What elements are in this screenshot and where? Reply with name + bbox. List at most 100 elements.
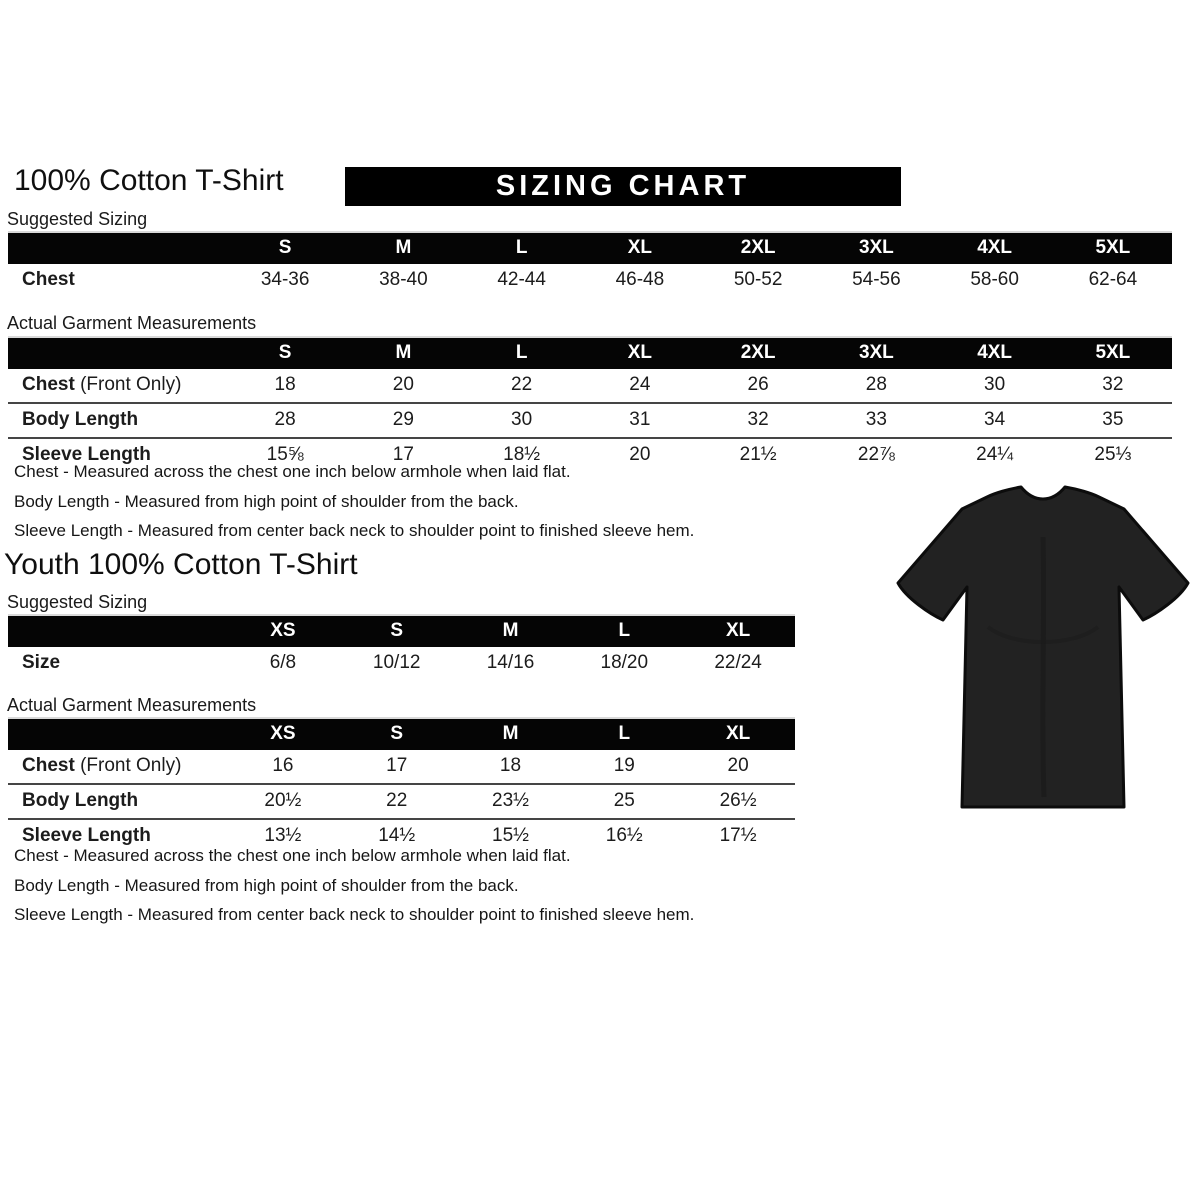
header-cell-size: 2XL bbox=[699, 338, 818, 369]
header-cell-size: 2XL bbox=[699, 233, 818, 264]
note-body-length: Body Length - Measured from high point o… bbox=[14, 491, 519, 511]
row-label-size: Size bbox=[8, 647, 226, 680]
note-sleeve-length: Sleeve Length - Measured from center bac… bbox=[14, 521, 695, 540]
table-cell: 28 bbox=[274, 409, 296, 430]
youth-suggested-sizing-label: Suggested Sizing bbox=[7, 592, 148, 612]
table-cell: 20½ bbox=[264, 790, 302, 811]
header-cell-blank bbox=[8, 338, 226, 369]
note-body-length: Body Length - Measured from high point o… bbox=[14, 875, 519, 895]
tshirt-graphic bbox=[896, 485, 1190, 809]
header-cell-size: 5XL bbox=[1053, 233, 1172, 264]
youth-measurement-notes: Chest - Measured across the chest one in… bbox=[14, 842, 694, 931]
header-cell-size: S bbox=[226, 338, 345, 369]
table-cell: 17½ bbox=[719, 825, 757, 846]
header-cell-size: XS bbox=[226, 719, 340, 750]
row-label-text: Sleeve Length bbox=[22, 825, 151, 846]
youth-page-title: Youth 100% Cotton T-Shirt bbox=[4, 548, 358, 581]
header-cell-blank bbox=[8, 616, 226, 647]
header-cell-size: XS bbox=[226, 616, 340, 647]
table-cell: 50-52 bbox=[733, 269, 783, 290]
header-cell-size: XL bbox=[681, 719, 795, 750]
header-cell-size: L bbox=[567, 719, 682, 750]
table-cell: 15½ bbox=[492, 825, 529, 846]
sizing-chart-banner: SIZING CHART bbox=[345, 167, 901, 206]
table-cell: 25 bbox=[613, 790, 635, 811]
table-cell: 32 bbox=[747, 409, 769, 430]
row-label-body-length: Body Length bbox=[8, 404, 226, 437]
header-cell-size: 4XL bbox=[935, 233, 1054, 264]
header-cell-size: 3XL bbox=[817, 338, 936, 369]
header-cell-size: 4XL bbox=[935, 338, 1054, 369]
table-cell: 62-64 bbox=[1088, 269, 1138, 290]
table-cell: 17 bbox=[386, 755, 408, 776]
table-cell: 32 bbox=[1102, 374, 1124, 395]
table-cell: 10/12 bbox=[372, 652, 421, 673]
header-cell-size: XL bbox=[580, 233, 699, 264]
row-divider bbox=[8, 818, 795, 820]
header-cell-size: L bbox=[462, 338, 581, 369]
table-cell: 25⅓ bbox=[1094, 444, 1132, 465]
header-cell-size: L bbox=[462, 233, 581, 264]
table-cell: 14½ bbox=[378, 825, 416, 846]
table-cell: 31 bbox=[629, 409, 651, 430]
table-cell: 24¼ bbox=[976, 444, 1014, 465]
table-cell: 42-44 bbox=[497, 269, 546, 290]
note-chest: Chest - Measured across the chest one in… bbox=[14, 462, 571, 481]
row-divider bbox=[8, 437, 1172, 439]
table-cell: 46-48 bbox=[615, 269, 665, 290]
header-cell-size: L bbox=[567, 616, 682, 647]
table-cell: 35 bbox=[1102, 409, 1124, 430]
header-cell-size: M bbox=[453, 616, 568, 647]
header-cell-size: XL bbox=[580, 338, 699, 369]
row-label-sleeve-length: Sleeve Length bbox=[8, 820, 226, 853]
row-label-text: Body Length bbox=[22, 790, 139, 811]
table-cell: 20 bbox=[727, 755, 749, 776]
header-cell-size: XL bbox=[681, 616, 795, 647]
header-cell-size: M bbox=[344, 233, 463, 264]
table-cell: 22/24 bbox=[714, 652, 762, 673]
header-cell-size: 5XL bbox=[1053, 338, 1172, 369]
sizing-chart-banner-label: SIZING CHART bbox=[495, 170, 751, 202]
table-cell: 34-36 bbox=[260, 269, 310, 290]
row-divider bbox=[8, 402, 1172, 404]
header-cell-size: 3XL bbox=[817, 233, 936, 264]
tshirt-image bbox=[893, 477, 1193, 822]
youth-actual-measurements-label: Actual Garment Measurements bbox=[7, 695, 257, 715]
row-label-suffix: (Front Only) bbox=[74, 374, 182, 395]
row-label-text: Size bbox=[22, 652, 61, 673]
table-cell: 20 bbox=[392, 374, 414, 395]
table-cell: 29 bbox=[392, 409, 414, 430]
row-label-chest-front-only: Chest (Front Only) bbox=[8, 750, 226, 783]
table-cell: 20 bbox=[629, 444, 651, 465]
table-cell: 26 bbox=[747, 374, 769, 395]
header-cell-size: M bbox=[344, 338, 463, 369]
header-cell-size: S bbox=[339, 616, 454, 647]
row-label-sleeve-length: Sleeve Length bbox=[8, 439, 226, 472]
note-sleeve-length: Sleeve Length - Measured from center bac… bbox=[14, 905, 695, 924]
header-cell-size: S bbox=[226, 233, 345, 264]
header-cell-blank bbox=[8, 719, 226, 750]
youth-actual-table: XS S M L XL Chest (Front Only) 16 17 18 … bbox=[8, 717, 795, 853]
table-cell: 38-40 bbox=[379, 269, 428, 290]
table-cell: 18 bbox=[274, 374, 296, 395]
row-label-chest-front-only: Chest (Front Only) bbox=[8, 369, 226, 402]
row-label-text: Chest bbox=[22, 755, 75, 776]
note-chest: Chest - Measured across the chest one in… bbox=[14, 846, 571, 865]
page-title: 100% Cotton T-Shirt bbox=[14, 164, 284, 197]
row-label-suffix: (Front Only) bbox=[74, 755, 182, 776]
table-cell: 18½ bbox=[503, 444, 541, 465]
adult-suggested-sizing-label: Suggested Sizing bbox=[7, 209, 148, 229]
table-cell: 54-56 bbox=[852, 269, 901, 290]
adult-measurement-notes: Chest - Measured across the chest one in… bbox=[14, 458, 694, 547]
table-cell: 19 bbox=[613, 755, 635, 776]
youth-suggested-table: XS S M L XL Size 6/8 10/12 14/16 18/20 2… bbox=[8, 614, 795, 680]
table-cell: 30 bbox=[511, 409, 533, 430]
row-label-text: Chest bbox=[22, 269, 75, 290]
table-cell: 15⅝ bbox=[266, 444, 304, 465]
header-cell-blank bbox=[8, 233, 226, 264]
header-cell-size: S bbox=[339, 719, 454, 750]
table-cell: 22 bbox=[511, 374, 533, 395]
table-cell: 24 bbox=[629, 374, 651, 395]
table-cell: 26½ bbox=[719, 790, 757, 811]
